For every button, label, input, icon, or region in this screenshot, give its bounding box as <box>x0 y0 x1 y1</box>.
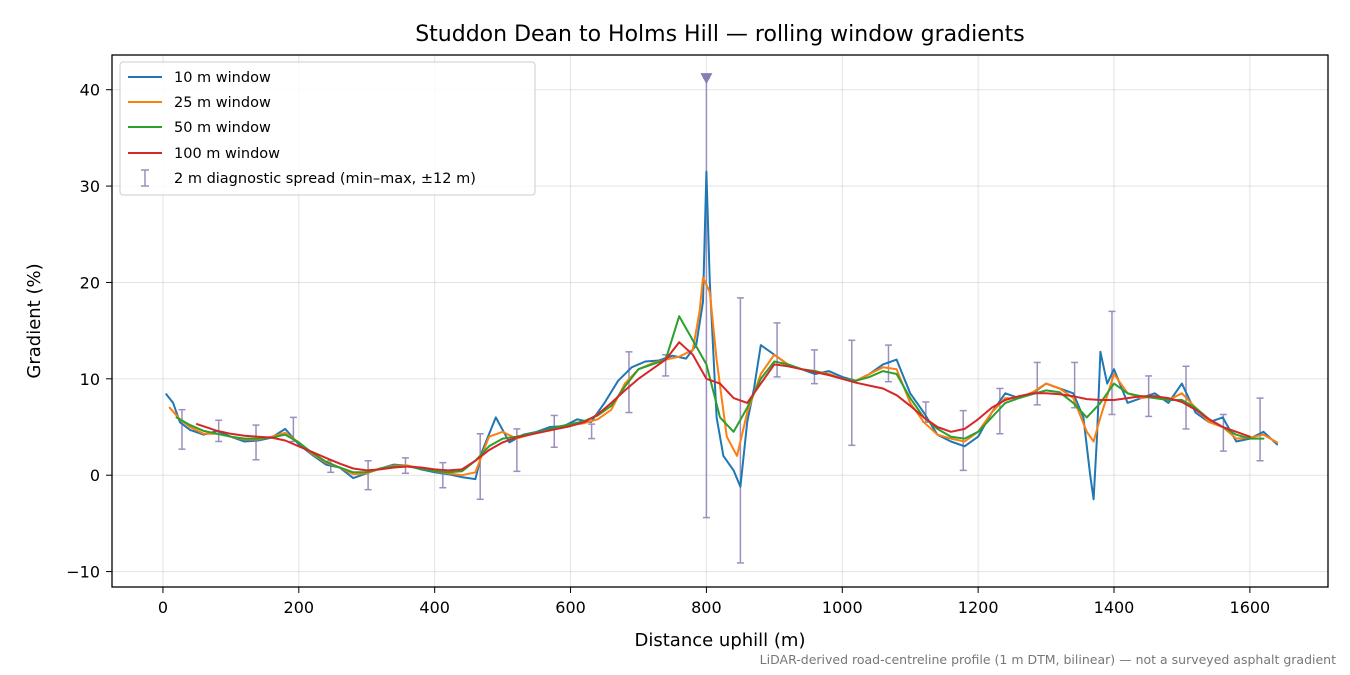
x-axis-label: Distance uphill (m) <box>635 630 806 651</box>
footnote: LiDAR-derived road-centreline profile (1… <box>760 652 1336 667</box>
series-line-2 <box>175 315 1265 474</box>
y-tick-label: 0 <box>90 466 100 485</box>
x-tick-label: 1200 <box>958 598 999 617</box>
error-bar <box>848 339 856 447</box>
error-bar <box>996 387 1004 435</box>
y-tick-label: 20 <box>80 273 100 292</box>
y-axis-label: Gradient (%) <box>24 263 45 378</box>
x-axis-ticks: 0 200 400 600 800 1000 1200 1400 1600 <box>158 587 1270 617</box>
markers <box>700 73 713 85</box>
series-lines <box>165 170 1279 501</box>
x-tick-label: 600 <box>555 598 586 617</box>
series-line-1 <box>168 276 1279 477</box>
error-bar <box>1033 361 1041 406</box>
clipped-spread-marker <box>700 73 713 85</box>
error-bar <box>252 424 260 461</box>
legend-label-10m: 10 m window <box>174 70 271 86</box>
x-tick-label: 200 <box>284 598 315 617</box>
x-tick-label: 1600 <box>1230 598 1271 617</box>
legend-label-errorbar: 2 m diagnostic spread (min–max, ±12 m) <box>174 171 476 187</box>
x-tick-label: 0 <box>158 598 168 617</box>
legend-label-100m: 100 m window <box>174 146 280 162</box>
error-bar <box>550 414 558 449</box>
legend-label-25m: 25 m window <box>174 95 271 111</box>
error-bars <box>178 77 1264 564</box>
error-bar <box>1256 397 1264 462</box>
error-bar <box>588 423 596 440</box>
legend-swatch-errorbar <box>141 169 149 187</box>
x-tick-label: 400 <box>419 598 450 617</box>
error-bar <box>1108 310 1116 416</box>
y-axis-ticks: −10 0 10 20 30 40 <box>66 81 112 582</box>
y-tick-label: 40 <box>80 81 100 100</box>
x-tick-label: 800 <box>691 598 722 617</box>
y-tick-label: 10 <box>80 370 100 389</box>
series-line-3 <box>195 341 1251 472</box>
error-bar <box>439 461 447 489</box>
x-tick-label: 1400 <box>1094 598 1135 617</box>
legend: 10 m window 25 m window 50 m window 100 … <box>119 61 536 196</box>
chart-title: Studdon Dean to Holms Hill — rolling win… <box>415 22 1025 47</box>
error-bar <box>178 408 186 450</box>
legend-label-50m: 50 m window <box>174 120 271 136</box>
x-tick-label: 1000 <box>822 598 863 617</box>
error-bar <box>773 322 781 378</box>
error-bar <box>476 433 484 501</box>
series-line-0 <box>165 170 1279 501</box>
error-bar <box>810 349 818 385</box>
plot-frame <box>111 54 1329 588</box>
y-tick-label: 30 <box>80 177 100 196</box>
error-bar <box>736 297 744 564</box>
legend-box <box>119 61 536 196</box>
error-bar <box>364 459 372 491</box>
y-tick-label: −10 <box>66 563 100 582</box>
